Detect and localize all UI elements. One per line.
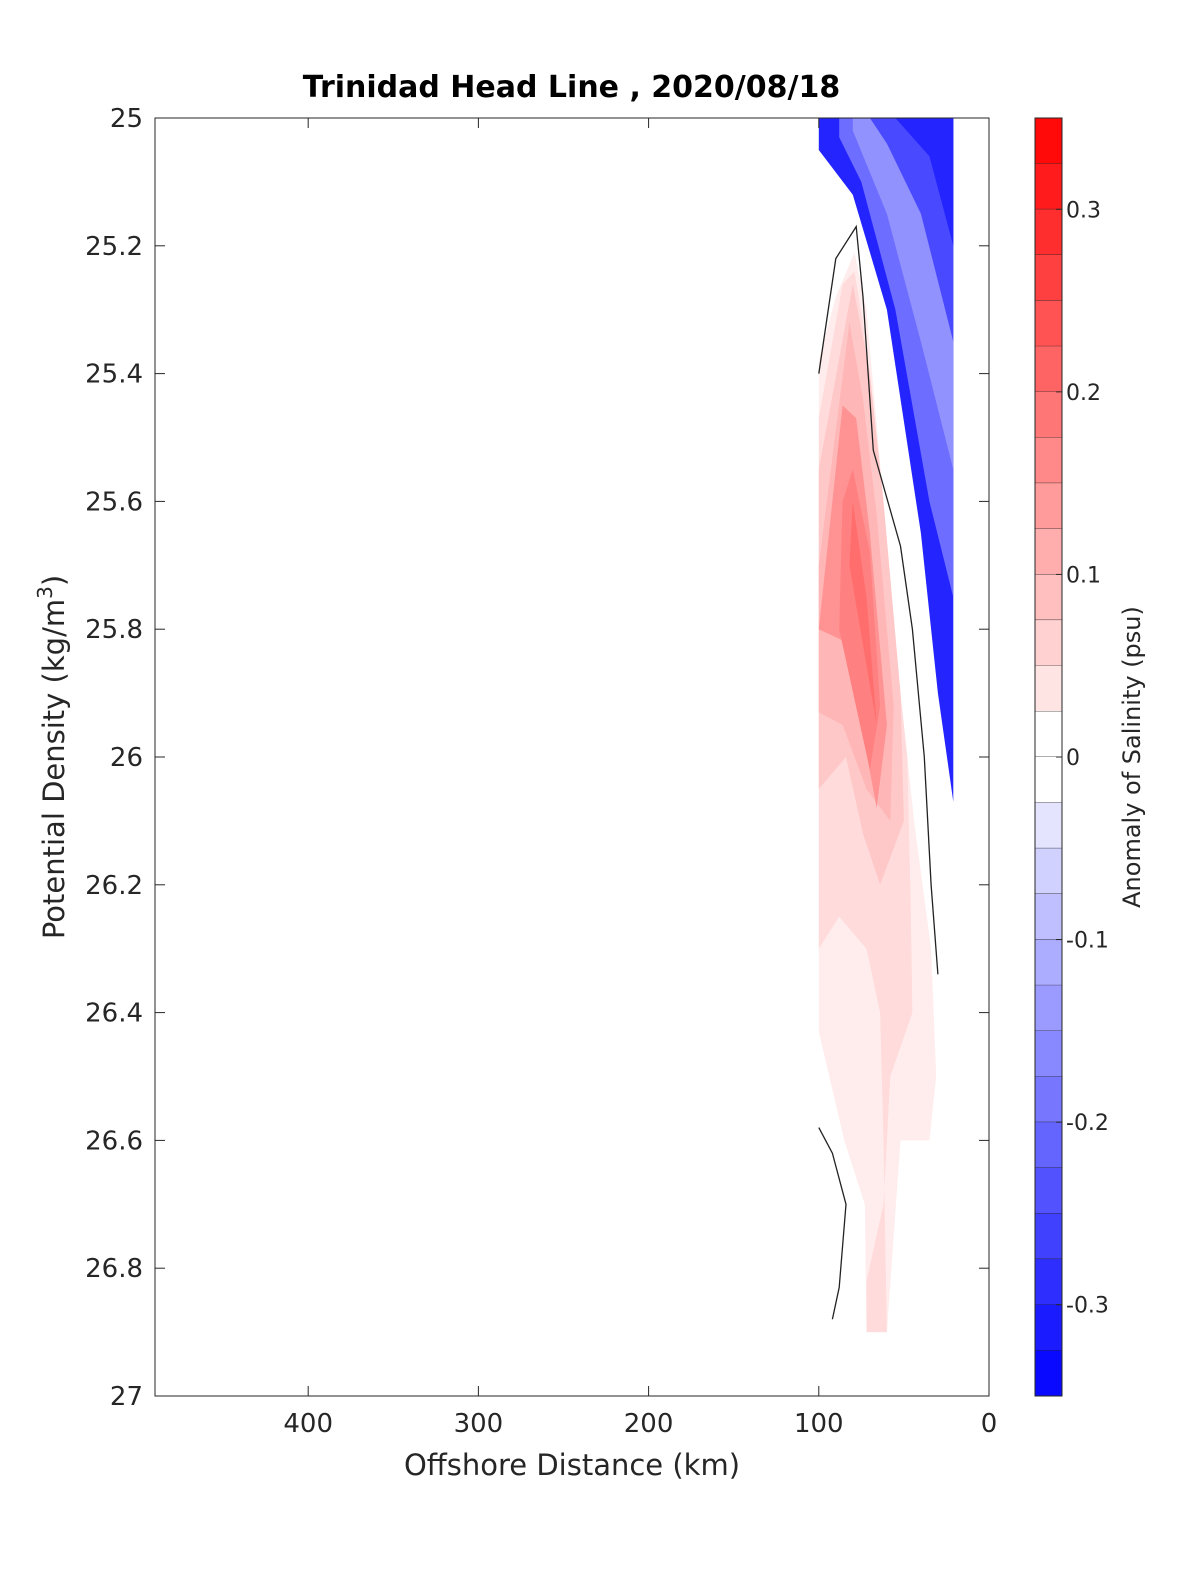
y-axis-label: Potential Density (kg/m3) bbox=[33, 575, 71, 939]
colorbar-segment bbox=[1035, 300, 1062, 347]
x-axis-label: Offshore Distance (km) bbox=[404, 1448, 740, 1482]
y-tick-label: 26.6 bbox=[85, 1126, 143, 1156]
y-tick-label: 25.8 bbox=[85, 615, 143, 645]
colorbar-segment bbox=[1035, 1213, 1062, 1260]
colorbar-segment bbox=[1035, 665, 1062, 712]
colorbar-segment bbox=[1035, 711, 1062, 758]
colorbar-segment bbox=[1035, 574, 1062, 621]
y-tick-label: 25.2 bbox=[85, 232, 143, 262]
negative-anomaly-region bbox=[895, 118, 954, 246]
contour-layer bbox=[818, 118, 954, 1333]
colorbar-tick-label: 0 bbox=[1066, 746, 1080, 771]
colorbar-segment bbox=[1035, 1259, 1062, 1306]
colorbar-segment bbox=[1035, 893, 1062, 941]
y-tick-label: 25.6 bbox=[85, 487, 143, 517]
y-axis-label-main: Potential Density (kg/m bbox=[37, 599, 71, 939]
x-tick-label: 400 bbox=[283, 1409, 333, 1439]
chart-title: Trinidad Head Line , 2020/08/18 bbox=[302, 70, 841, 105]
colorbar-segment bbox=[1035, 985, 1062, 1032]
colorbar-segment bbox=[1035, 346, 1062, 393]
colorbar-segment bbox=[1035, 1167, 1062, 1214]
colorbar-tick-label: 0.2 bbox=[1066, 381, 1101, 406]
colorbar-segment bbox=[1035, 437, 1062, 484]
colorbar-segment bbox=[1035, 1122, 1062, 1169]
colorbar-segment bbox=[1035, 757, 1062, 804]
colorbar-tick-label: -0.3 bbox=[1066, 1294, 1109, 1319]
colorbar-segment bbox=[1035, 1350, 1062, 1397]
y-tick-label: 26.8 bbox=[85, 1254, 143, 1284]
y-axis-label-suffix: ) bbox=[37, 575, 71, 586]
colorbar-segment bbox=[1035, 620, 1062, 667]
y-tick-label: 27 bbox=[110, 1382, 143, 1412]
x-tick-label: 0 bbox=[981, 1409, 998, 1439]
zero-contour-line bbox=[818, 224, 939, 975]
x-tick-label: 200 bbox=[624, 1409, 674, 1439]
zero-contour-line bbox=[818, 1127, 847, 1320]
y-axis-label-superscript: 3 bbox=[33, 586, 57, 599]
colorbar-tick-label: 0.1 bbox=[1066, 563, 1101, 588]
positive-anomaly-region bbox=[849, 501, 877, 725]
colorbar-segment bbox=[1035, 254, 1062, 302]
colorbar-segment bbox=[1035, 391, 1062, 438]
colorbar-segment bbox=[1035, 848, 1062, 895]
colorbar-segment bbox=[1035, 1304, 1062, 1351]
colorbar-segment bbox=[1035, 483, 1062, 530]
colorbar-segment bbox=[1035, 528, 1062, 575]
x-tick-label: 300 bbox=[454, 1409, 504, 1439]
y-tick-label: 26.4 bbox=[85, 999, 143, 1029]
negative-anomaly-region bbox=[869, 118, 954, 342]
y-tick-label: 26 bbox=[110, 743, 143, 773]
colorbar-tick-label: -0.2 bbox=[1066, 1111, 1109, 1136]
colorbar-segment bbox=[1035, 209, 1062, 256]
x-tick-label: 100 bbox=[794, 1409, 844, 1439]
y-tick-label: 25.4 bbox=[85, 360, 143, 390]
y-tick-label: 25 bbox=[110, 104, 143, 134]
colorbar-label: Anomaly of Salinity (psu) bbox=[1118, 606, 1146, 908]
colorbar-segment bbox=[1035, 1030, 1062, 1077]
colorbar-segment bbox=[1035, 1076, 1062, 1123]
y-tick-label: 26.2 bbox=[85, 871, 143, 901]
colorbar-tick-label: -0.1 bbox=[1066, 929, 1109, 954]
colorbar-segment bbox=[1035, 939, 1062, 986]
colorbar-segment bbox=[1035, 802, 1062, 849]
colorbar-segment bbox=[1035, 163, 1062, 210]
colorbar-tick-label: 0.3 bbox=[1066, 198, 1101, 223]
colorbar-segment bbox=[1035, 118, 1062, 165]
